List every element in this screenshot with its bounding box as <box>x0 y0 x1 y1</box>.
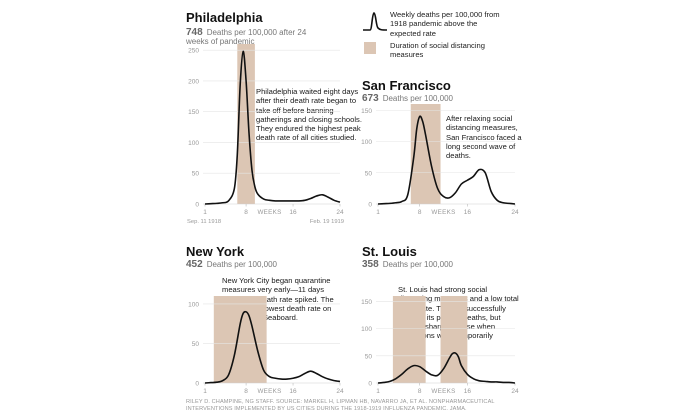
x-tick-label-st-louis: 1 <box>376 388 380 395</box>
y-tick-label-st-louis: 50 <box>365 353 373 360</box>
city-title-new-york: New York <box>186 244 245 259</box>
x-axis-label-philadelphia: WEEKS <box>257 209 281 216</box>
x-tick-label-philadelphia: 8 <box>244 209 248 216</box>
x-tick-label-new-york: 8 <box>244 388 248 395</box>
y-tick-label-san-francisco: 150 <box>361 108 372 115</box>
y-tick-label-new-york: 0 <box>195 381 199 388</box>
x-axis-label-san-francisco: WEEKS <box>431 209 455 216</box>
legend-line-label: Weekly deaths per 100,000 from 1918 pand… <box>390 10 500 38</box>
city-title-philadelphia: Philadelphia <box>186 10 263 25</box>
series-line-philadelphia <box>204 50 341 205</box>
x-tick-label-philadelphia: 1 <box>203 209 207 216</box>
distancing-box-new-york-0 <box>213 296 267 383</box>
city-title-san-francisco: San Francisco <box>362 78 451 93</box>
y-tick-label-philadelphia: 250 <box>188 48 199 55</box>
series-line-new-york <box>204 310 341 384</box>
stat-san-francisco: 673 Deaths per 100,000 <box>362 93 453 104</box>
y-tick-label-philadelphia: 0 <box>195 202 199 209</box>
source-credit: RILEY D. CHAMPINE, NG STAFF. SOURCE: MAR… <box>186 399 495 412</box>
note-philadelphia: Philadelphia waited eight days after the… <box>256 87 362 143</box>
x-tick-label-san-francisco: 16 <box>464 209 472 216</box>
stat-philadelphia: 748 Deaths per 100,000 after 24 weeks of … <box>186 27 316 47</box>
y-tick-label-san-francisco: 100 <box>361 139 372 146</box>
distancing-box-philadelphia-0 <box>237 44 255 204</box>
start-date-label: Sep. 11 1918 <box>187 219 221 225</box>
y-tick-label-st-louis: 100 <box>361 326 372 333</box>
series-line-san-francisco <box>377 115 516 205</box>
distancing-box-st-louis-0 <box>392 296 426 383</box>
note-san-francisco: After relaxing social distancing measure… <box>446 114 522 161</box>
stat-label: Deaths per 100,000 <box>206 260 277 269</box>
y-tick-label-san-francisco: 50 <box>365 170 373 177</box>
stat-value: 748 <box>186 27 203 38</box>
legend-line-swatch <box>363 12 388 31</box>
stat-st-louis: 358 Deaths per 100,000 <box>362 259 453 270</box>
x-tick-label-philadelphia: 16 <box>289 209 297 216</box>
stat-label: Deaths per 100,000 after 24 weeks of pan… <box>186 28 307 46</box>
x-tick-label-san-francisco: 24 <box>511 209 519 216</box>
x-tick-label-st-louis: 8 <box>418 388 422 395</box>
stat-label: Deaths per 100,000 <box>382 94 453 103</box>
x-tick-label-new-york: 1 <box>203 388 207 395</box>
x-tick-label-new-york: 24 <box>336 388 344 395</box>
x-tick-label-st-louis: 24 <box>511 388 519 395</box>
x-tick-label-st-louis: 16 <box>464 388 472 395</box>
y-tick-label-san-francisco: 0 <box>368 202 372 209</box>
y-tick-label-st-louis: 150 <box>361 299 372 306</box>
series-line-st-louis <box>377 352 516 384</box>
y-tick-label-philadelphia: 200 <box>188 78 199 85</box>
stat-value: 358 <box>362 259 379 270</box>
stat-value: 673 <box>362 93 379 104</box>
x-tick-label-philadelphia: 24 <box>336 209 344 216</box>
x-axis-label-new-york: WEEKS <box>257 388 281 395</box>
x-tick-label-san-francisco: 8 <box>418 209 422 216</box>
stat-label: Deaths per 100,000 <box>382 260 453 269</box>
x-axis-label-st-louis: WEEKS <box>431 388 455 395</box>
y-tick-label-philadelphia: 100 <box>188 140 199 147</box>
distancing-box-san-francisco-0 <box>410 104 441 204</box>
y-tick-label-new-york: 100 <box>188 301 199 308</box>
end-date-label: Feb. 19 1919 <box>310 219 344 225</box>
y-tick-label-new-york: 50 <box>192 341 200 348</box>
y-tick-label-st-louis: 0 <box>368 381 372 388</box>
stat-new-york: 452 Deaths per 100,000 <box>186 259 277 270</box>
x-tick-label-new-york: 16 <box>289 388 297 395</box>
x-tick-label-san-francisco: 1 <box>376 209 380 216</box>
stat-value: 452 <box>186 259 203 270</box>
legend-box-swatch <box>364 42 376 54</box>
y-tick-label-philadelphia: 50 <box>192 171 200 178</box>
city-title-st-louis: St. Louis <box>362 244 417 259</box>
legend-box-label: Duration of social distancing measures <box>390 41 485 60</box>
y-tick-label-philadelphia: 150 <box>188 109 199 116</box>
